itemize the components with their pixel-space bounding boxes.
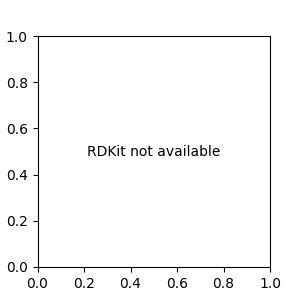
Text: RDKit not available: RDKit not available	[87, 145, 220, 158]
